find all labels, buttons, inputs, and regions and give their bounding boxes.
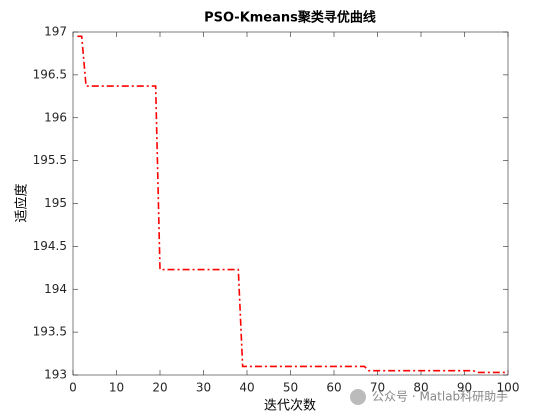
- watermark-icon: [350, 389, 366, 405]
- y-tick-label: 196: [44, 110, 67, 124]
- y-tick-label: 194.5: [33, 239, 67, 253]
- y-tick-label: 195: [44, 196, 67, 210]
- chart-title: PSO-Kmeans聚类寻优曲线: [204, 10, 376, 26]
- plot-area: [72, 31, 509, 376]
- x-axis-label: 迭代次数: [264, 398, 316, 414]
- y-tick-label: 196.5: [33, 67, 67, 81]
- line-series: [77, 35, 508, 374]
- x-tick-label: 0: [69, 381, 77, 395]
- y-tick-label: 193: [44, 368, 67, 382]
- y-axis-label: 适应度: [14, 183, 30, 222]
- watermark-group: 公众号 · Matlab科研助手: [350, 389, 508, 405]
- x-tick-label: 10: [109, 381, 124, 395]
- y-tick-label: 195.5: [33, 153, 67, 167]
- x-tick-label: 50: [283, 381, 298, 395]
- x-tick-label: 100: [497, 381, 520, 395]
- x-tick-label: 80: [413, 381, 428, 395]
- y-tick-label: 193.5: [33, 325, 67, 339]
- y-tick-label: 194: [44, 282, 67, 296]
- x-tick-label: 90: [457, 381, 472, 395]
- x-tick-label: 60: [326, 381, 341, 395]
- y-tick-label: 197: [44, 25, 67, 39]
- x-tick-label: 70: [370, 381, 385, 395]
- x-tick-label: 20: [152, 381, 167, 395]
- x-tick-label: 30: [196, 381, 211, 395]
- x-tick-label: 40: [239, 381, 254, 395]
- watermark: 公众号 · Matlab科研助手: [372, 390, 508, 404]
